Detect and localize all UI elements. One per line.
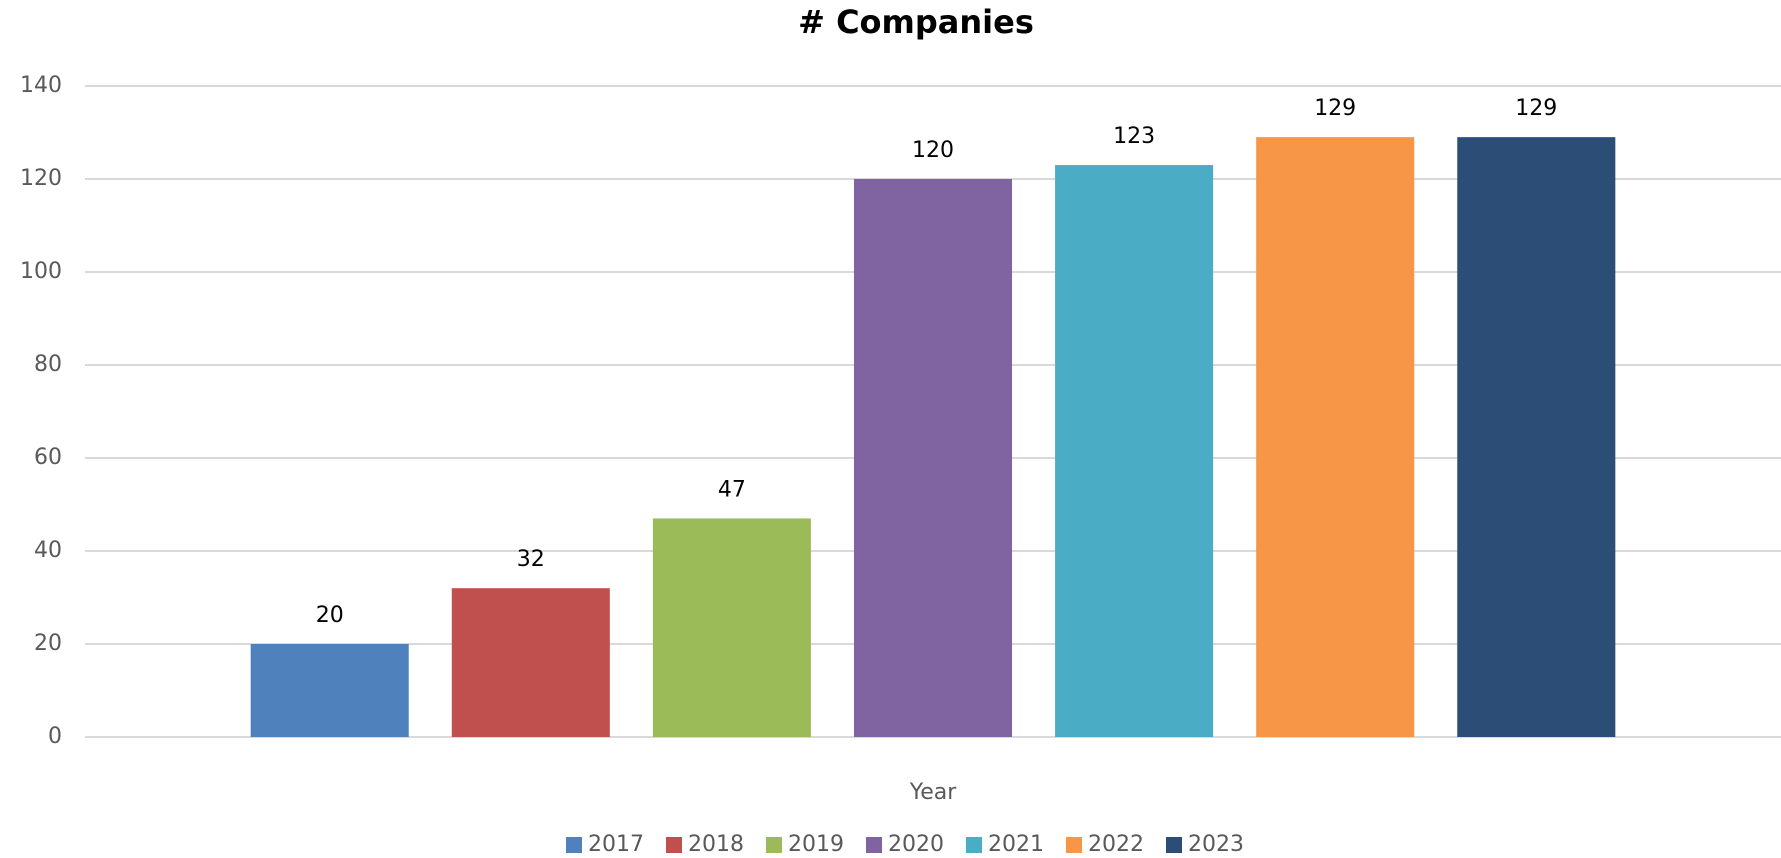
chart-title: # Companies [798, 3, 1034, 41]
x-axis-label: Year [909, 780, 958, 805]
legend-swatch [666, 837, 682, 853]
legend-label: 2023 [1188, 832, 1244, 857]
y-tick-label: 0 [48, 724, 62, 749]
y-tick-label: 80 [34, 352, 62, 377]
value-label: 120 [912, 138, 954, 163]
bar [250, 644, 409, 737]
legend-label: 2019 [788, 832, 844, 857]
bar [1256, 137, 1415, 737]
legend-swatch [766, 837, 782, 853]
bar [652, 518, 811, 737]
bar [853, 179, 1013, 737]
value-label: 32 [517, 547, 545, 572]
legend-swatch [566, 837, 582, 853]
legend-label: 2018 [688, 832, 744, 857]
legend-label: 2017 [588, 832, 644, 857]
y-tick-label: 40 [34, 538, 62, 563]
y-tick-label: 60 [34, 445, 62, 470]
legend-swatch [966, 837, 982, 853]
y-tick-label: 120 [20, 166, 62, 191]
value-label: 47 [718, 477, 746, 502]
legend-swatch [1066, 837, 1082, 853]
legend-swatch [866, 837, 882, 853]
bar [1055, 165, 1214, 738]
value-label: 129 [1515, 96, 1557, 121]
y-tick-label: 100 [20, 259, 62, 284]
legend-label: 2021 [988, 832, 1044, 857]
value-label: 20 [316, 603, 344, 628]
y-tick-label: 20 [34, 631, 62, 656]
value-label: 129 [1314, 96, 1356, 121]
bar [451, 588, 610, 737]
legend-label: 2022 [1088, 832, 1144, 857]
legend-swatch [1166, 837, 1182, 853]
y-tick-label: 140 [20, 73, 62, 98]
bar [1457, 137, 1616, 737]
legend-label: 2020 [888, 832, 944, 857]
value-label: 123 [1113, 124, 1155, 149]
